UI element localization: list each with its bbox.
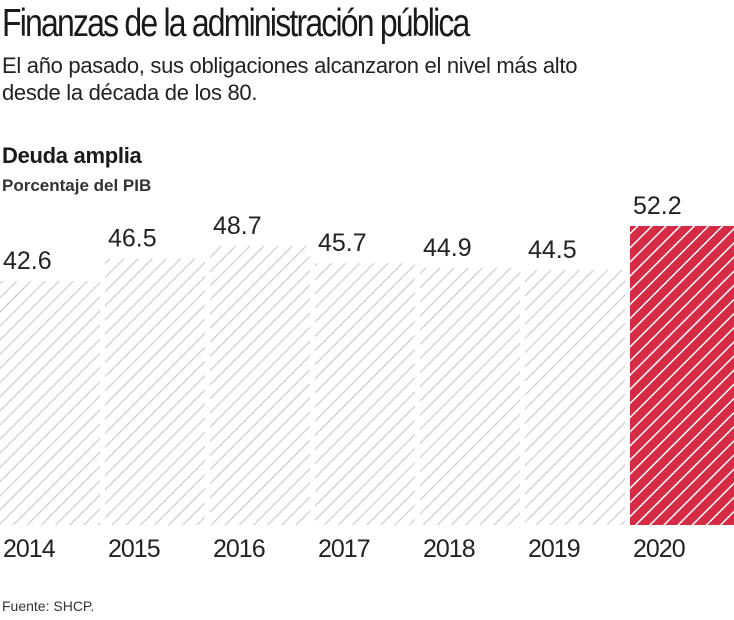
chart-title: Deuda amplia bbox=[2, 143, 142, 168]
category-label-2018: 2018 bbox=[423, 535, 475, 563]
bar-2016 bbox=[210, 246, 310, 525]
category-label-2019: 2019 bbox=[528, 535, 580, 563]
category-label-2014: 2014 bbox=[3, 535, 56, 563]
category-labels-group: 2014 2015 2016 2017 2018 2019 2020 bbox=[3, 535, 686, 563]
value-label-2014: 42.6 bbox=[3, 247, 52, 275]
value-label-2020: 52.2 bbox=[633, 192, 682, 220]
value-labels-group: 42.6 46.5 48.7 45.7 44.9 44.5 52.2 bbox=[3, 192, 682, 275]
bar-2017 bbox=[315, 263, 415, 525]
category-label-2020: 2020 bbox=[633, 535, 685, 563]
bar-2014 bbox=[0, 280, 100, 525]
value-label-2015: 46.5 bbox=[108, 225, 157, 253]
value-label-2016: 48.7 bbox=[213, 212, 262, 240]
value-label-2017: 45.7 bbox=[318, 229, 367, 257]
subtitle-line-1: El año pasado, sus obligaciones alcanzar… bbox=[2, 53, 578, 78]
page-title: Finanzas de la administración pública bbox=[2, 2, 470, 45]
bar-2015 bbox=[105, 258, 205, 525]
value-label-2018: 44.9 bbox=[423, 234, 472, 262]
category-label-2016: 2016 bbox=[213, 535, 265, 563]
source-note: Fuente: SHCP. bbox=[2, 598, 95, 614]
bar-2018 bbox=[420, 267, 520, 525]
bar-2019 bbox=[525, 270, 625, 525]
page-subtitle: El año pasado, sus obligaciones alcanzar… bbox=[2, 52, 577, 106]
value-label-2019: 44.5 bbox=[528, 236, 577, 264]
category-label-2017: 2017 bbox=[318, 535, 370, 563]
bar-2020 bbox=[630, 226, 734, 525]
bars-group bbox=[0, 226, 734, 525]
chart-subtitle: Porcentaje del PIB bbox=[2, 176, 152, 195]
category-label-2015: 2015 bbox=[108, 535, 160, 563]
subtitle-line-2: desde la década de los 80. bbox=[2, 80, 258, 105]
